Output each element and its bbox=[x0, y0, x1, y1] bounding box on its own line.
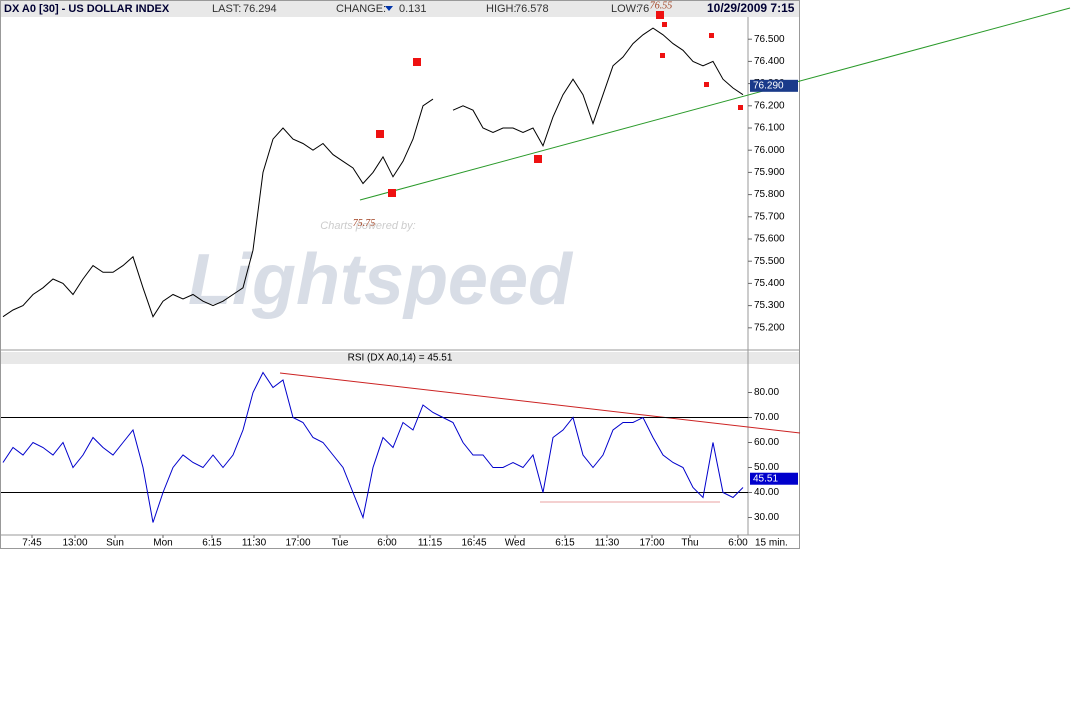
y-tick-label: 40.00 bbox=[754, 487, 779, 498]
change-label: CHANGE: bbox=[336, 3, 386, 15]
x-tick-label: 16:45 bbox=[461, 538, 486, 549]
y-tick-label: 75.500 bbox=[754, 256, 785, 267]
x-tick-label: 13:00 bbox=[62, 538, 87, 549]
signal-markers bbox=[376, 11, 743, 197]
marker bbox=[660, 53, 665, 58]
price-line bbox=[2, 371, 744, 523]
price-annotation: 76.55 bbox=[650, 0, 673, 11]
watermark: Lightspeed bbox=[188, 240, 574, 320]
y-tick-label: 50.00 bbox=[754, 462, 779, 473]
y-tick-label: 76.400 bbox=[754, 56, 785, 67]
x-tick-label: Thu bbox=[681, 538, 698, 549]
last-value-label: 45.51 bbox=[753, 473, 778, 484]
low-value: 76 bbox=[637, 3, 649, 15]
y-tick-label: 75.300 bbox=[754, 300, 785, 311]
y-tick-label: 75.800 bbox=[754, 189, 785, 200]
marker bbox=[376, 130, 384, 138]
x-tick-label: Tue bbox=[332, 538, 349, 549]
last-value: 76.294 bbox=[243, 3, 277, 15]
x-tick-label: 11:30 bbox=[242, 538, 267, 549]
y-tick-label: 70.00 bbox=[754, 412, 779, 423]
rsi-title: RSI (DX A0,14) = 45.51 bbox=[348, 353, 453, 364]
last-value-box bbox=[750, 79, 798, 92]
low-label: LOW: bbox=[611, 3, 639, 15]
x-tick-label: 17:00 bbox=[285, 538, 310, 549]
change-value: 0.131 bbox=[399, 3, 427, 15]
price-line bbox=[2, 27, 744, 318]
marker bbox=[704, 82, 709, 87]
last-value-label: 76.290 bbox=[753, 80, 784, 91]
interval-label: 15 min. bbox=[755, 538, 788, 549]
x-tick-label: Mon bbox=[153, 538, 172, 549]
marker bbox=[388, 189, 396, 197]
x-tick-label: 17:00 bbox=[639, 538, 664, 549]
title: DX A0 [30] - US DOLLAR INDEX bbox=[4, 3, 170, 15]
marker bbox=[662, 22, 667, 27]
y-tick-label: 80.00 bbox=[754, 387, 779, 398]
marker bbox=[656, 11, 664, 19]
last-label: LAST: bbox=[212, 3, 241, 15]
y-tick-label: 75.400 bbox=[754, 278, 785, 289]
y-tick-label: 75.200 bbox=[754, 322, 785, 333]
x-tick-label: Wed bbox=[505, 538, 525, 549]
price-annotation: 75.75 bbox=[353, 218, 376, 229]
y-tick-label: 76.200 bbox=[754, 100, 785, 111]
x-tick-label: 6:00 bbox=[377, 538, 397, 549]
change-arrow bbox=[385, 6, 393, 11]
y-tick-label: 60.00 bbox=[754, 437, 779, 448]
y-tick-label: 75.700 bbox=[754, 211, 785, 222]
y-tick-label: 76.100 bbox=[754, 123, 785, 134]
high-value: 76.578 bbox=[515, 3, 549, 15]
marker bbox=[738, 105, 743, 110]
watermark-note: Charts powered by: bbox=[320, 220, 415, 232]
marker bbox=[534, 155, 542, 163]
x-tick-label: 6:00 bbox=[728, 538, 748, 549]
x-tick-label: Sun bbox=[106, 538, 124, 549]
header-bar bbox=[1, 1, 799, 17]
x-tick-label: 11:15 bbox=[418, 538, 443, 549]
marker bbox=[413, 58, 421, 66]
datetime: 10/29/2009 7:15 bbox=[707, 1, 795, 15]
marker bbox=[709, 33, 714, 38]
y-tick-label: 75.600 bbox=[754, 234, 785, 245]
x-tick-label: 6:15 bbox=[555, 538, 575, 549]
x-tick-label: 6:15 bbox=[202, 538, 222, 549]
x-tick-label: 11:30 bbox=[595, 538, 620, 549]
trend-line bbox=[359, 7, 1071, 201]
high-label: HIGH: bbox=[486, 3, 517, 15]
last-value-box bbox=[750, 472, 798, 485]
rsi-trend-line bbox=[279, 372, 801, 434]
y-tick-label: 75.900 bbox=[754, 167, 785, 178]
rsi-header bbox=[1, 352, 799, 364]
y-tick-label: 76.000 bbox=[754, 145, 785, 156]
y-tick-label: 30.00 bbox=[754, 512, 779, 523]
x-tick-label: 7:45 bbox=[22, 538, 42, 549]
y-tick-label: 76.500 bbox=[754, 34, 785, 45]
